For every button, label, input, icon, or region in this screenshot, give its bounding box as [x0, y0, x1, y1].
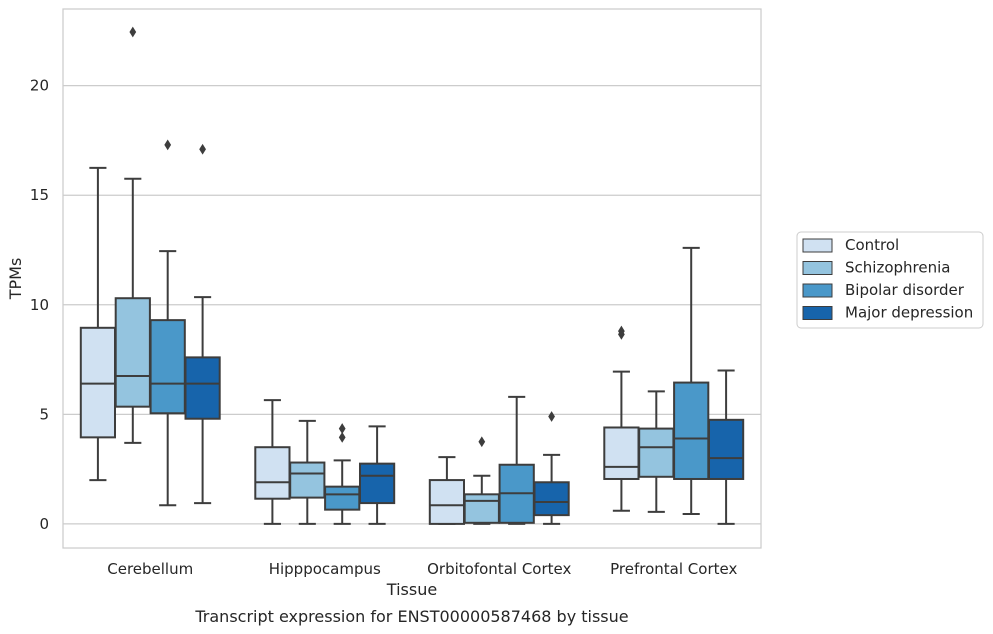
box	[79, 166, 117, 482]
iqr-box	[638, 427, 675, 478]
x-axis-ticks: Cerebellum Hipppocampus Orbitofontal Corte…	[107, 560, 737, 578]
series-schizophrenia	[114, 26, 675, 525]
x-tick-label: Cerebellum	[107, 560, 193, 578]
legend-swatch	[802, 261, 833, 275]
box	[603, 325, 640, 512]
iqr-box	[79, 326, 117, 439]
outlier-point	[478, 436, 486, 448]
iqr-box	[324, 485, 361, 511]
legend-label: Schizophrenia	[845, 259, 950, 277]
iqr-box	[254, 446, 291, 500]
outlier-point	[129, 26, 137, 38]
box	[673, 246, 710, 516]
outlier-point	[199, 143, 206, 155]
legend-label: Major depression	[845, 304, 973, 322]
box	[324, 423, 361, 525]
series-bipolar-disorder	[149, 139, 710, 525]
iqr-box	[149, 319, 186, 415]
chart-title: Transcript expression for ENST0000058746…	[194, 607, 628, 626]
outlier-point	[548, 411, 555, 422]
series-control	[79, 166, 640, 525]
box	[149, 139, 186, 507]
legend-swatch	[802, 283, 833, 298]
y-axis-title: TPMs	[6, 258, 25, 301]
x-tick-label: Hipppocampus	[269, 560, 381, 578]
y-tick-label: 0	[39, 515, 49, 533]
iqr-box	[289, 461, 326, 499]
iqr-box	[184, 356, 221, 420]
x-tick-label: Prefrontal Cortex	[610, 560, 737, 578]
box	[184, 143, 221, 505]
y-tick-label: 15	[30, 186, 49, 204]
iqr-box	[533, 481, 570, 517]
iqr-box	[463, 493, 500, 524]
box	[289, 419, 326, 525]
iqr-box	[707, 418, 745, 480]
outlier-point	[338, 423, 346, 434]
y-tick-label: 20	[30, 77, 49, 95]
iqr-box	[673, 381, 710, 480]
legend-frame	[796, 231, 984, 329]
outlier-point	[164, 139, 172, 151]
x-axis-title: Tissue	[386, 580, 437, 599]
box	[428, 456, 466, 525]
series-major-depression	[184, 143, 745, 525]
outlier-point	[338, 431, 346, 443]
box	[638, 390, 675, 513]
legend-label: Bipolar disorder	[845, 281, 965, 299]
iqr-box	[428, 479, 466, 525]
box	[358, 425, 396, 525]
legend: Control Schizophrenia Bipolar disorder Majo…	[796, 231, 984, 329]
legend-label: Control	[845, 236, 899, 254]
y-tick-label: 10	[30, 296, 49, 314]
y-axis-ticks: 0 5 10 15 20	[30, 77, 49, 533]
iqr-box	[358, 462, 396, 505]
box	[463, 436, 500, 525]
legend-swatch	[802, 238, 833, 253]
box-groups	[79, 26, 745, 525]
y-tick-label: 5	[39, 405, 49, 423]
box	[114, 26, 151, 444]
box	[707, 369, 745, 525]
outlier-point	[618, 325, 625, 337]
plot-frame	[62, 8, 762, 549]
iqr-box	[603, 426, 640, 480]
gridlines	[63, 85, 761, 525]
iqr-box	[114, 297, 151, 408]
x-tick-label: Orbitofontal Cortex	[427, 560, 571, 578]
box	[254, 399, 291, 525]
legend-swatch	[802, 306, 833, 320]
box	[533, 411, 570, 525]
